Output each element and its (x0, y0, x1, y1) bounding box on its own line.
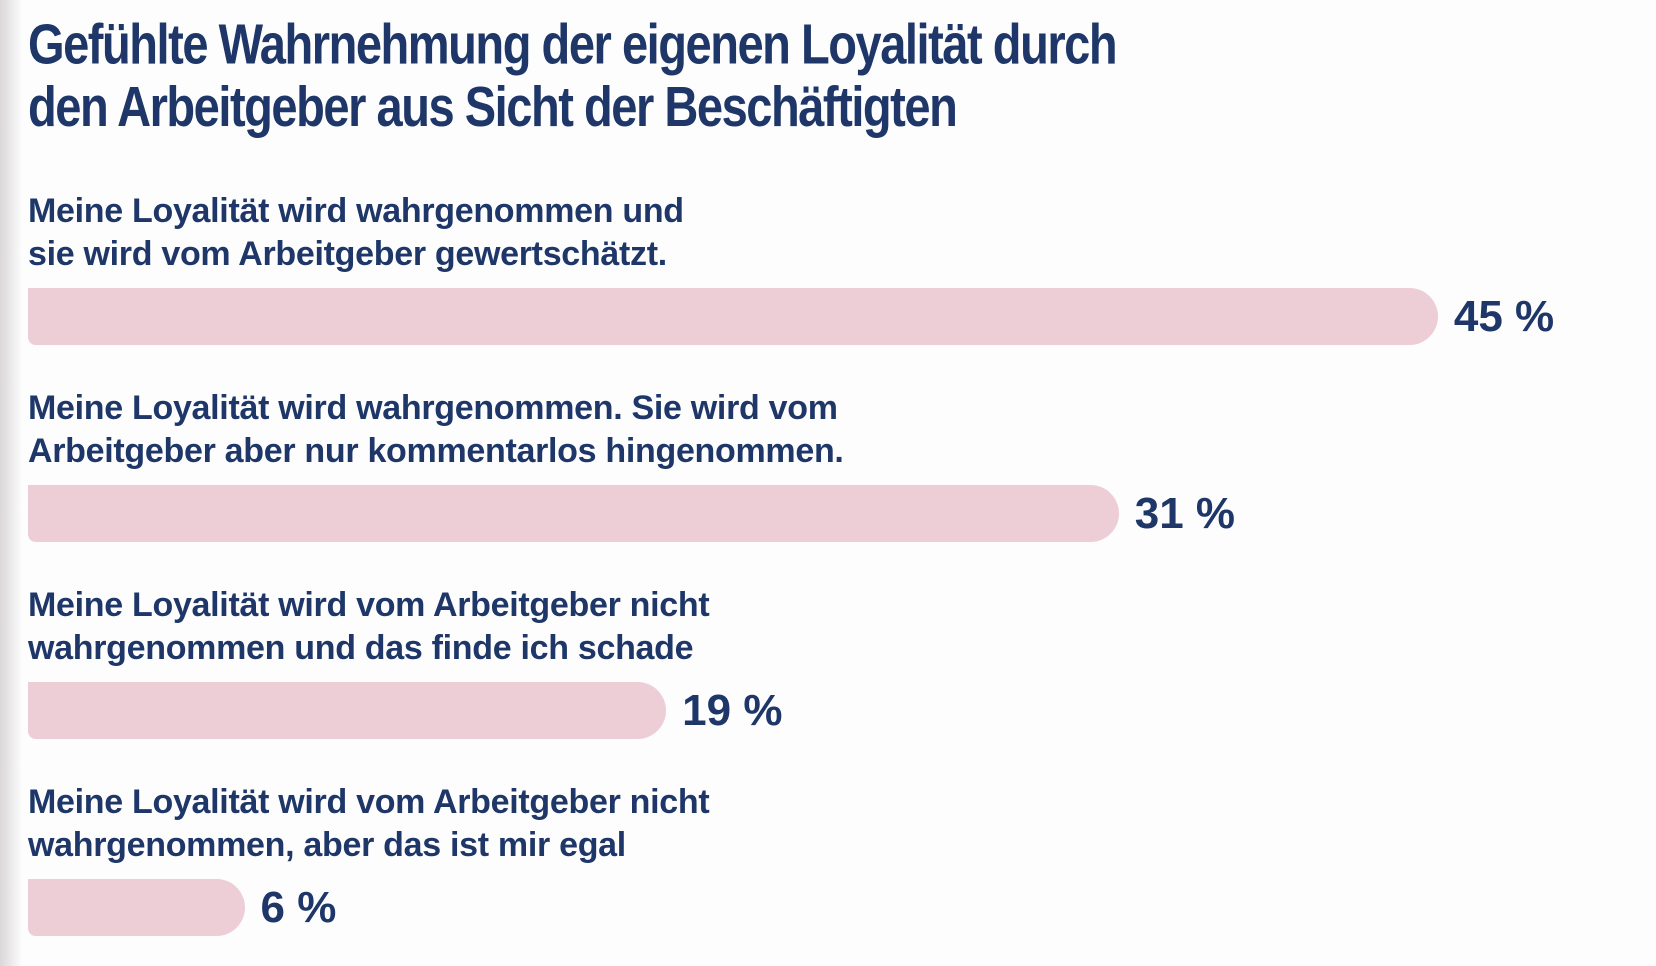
bar-category-label-line-1: Meine Loyalität wird wahrgenommen. Sie w… (28, 389, 838, 427)
bar-track: 45 % (28, 288, 1656, 345)
bar-row-tolerated: Meine Loyalität wird wahrgenommen. Sie w… (28, 387, 1656, 542)
bar-value-label: 45 % (1453, 291, 1555, 341)
bar-category-label-line-2: Arbeitgeber aber nur kommentarlos hingen… (28, 432, 844, 470)
bar-category-label: Meine Loyalität wird wahrgenommen und si… (28, 190, 1656, 276)
bar-category-label: Meine Loyalität wird wahrgenommen. Sie w… (28, 387, 1656, 473)
value-bar (28, 682, 667, 739)
value-bar (28, 879, 245, 936)
chart-title-line-1: Gefühlte Wahrnehmung der eigenen Loyalit… (28, 14, 1118, 77)
bar-row-not-noticed-indifferent: Meine Loyalität wird vom Arbeitgeber nic… (28, 781, 1656, 936)
bar-value-label: 6 % (260, 882, 337, 932)
chart-title-line-2: den Arbeitgeber aus Sicht der Beschäftig… (28, 76, 958, 140)
bar-category-label-line-1: Meine Loyalität wird vom Arbeitgeber nic… (28, 783, 710, 821)
bar-track: 31 % (28, 485, 1656, 542)
bar-category-label: Meine Loyalität wird vom Arbeitgeber nic… (28, 781, 1656, 867)
bar-category-label-line-2: wahrgenommen und das finde ich schade (28, 629, 694, 667)
bar-category-label: Meine Loyalität wird vom Arbeitgeber nic… (28, 584, 1656, 670)
bar-category-label-line-2: sie wird vom Arbeitgeber gewertschätzt. (28, 235, 667, 273)
bar-category-label-line-2: wahrgenommen, aber das ist mir egal (28, 826, 626, 864)
value-bar (28, 288, 1438, 345)
bar-track: 6 % (28, 879, 1656, 936)
bar-row-not-noticed-sad: Meine Loyalität wird vom Arbeitgeber nic… (28, 584, 1656, 739)
value-bar (28, 485, 1119, 542)
bar-row-valued: Meine Loyalität wird wahrgenommen und si… (28, 190, 1656, 345)
page-edge-shadow (0, 0, 26, 966)
bar-track: 19 % (28, 682, 1656, 739)
bar-category-label-line-1: Meine Loyalität wird vom Arbeitgeber nic… (28, 586, 710, 624)
chart-title: Gefühlte Wahrnehmung der eigenen Loyalit… (28, 14, 1623, 139)
bar-category-label-line-1: Meine Loyalität wird wahrgenommen und (28, 192, 684, 230)
bar-value-label: 19 % (682, 685, 783, 735)
bar-value-label: 31 % (1134, 488, 1236, 538)
